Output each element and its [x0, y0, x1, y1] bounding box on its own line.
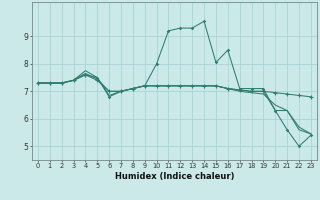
X-axis label: Humidex (Indice chaleur): Humidex (Indice chaleur): [115, 172, 234, 181]
